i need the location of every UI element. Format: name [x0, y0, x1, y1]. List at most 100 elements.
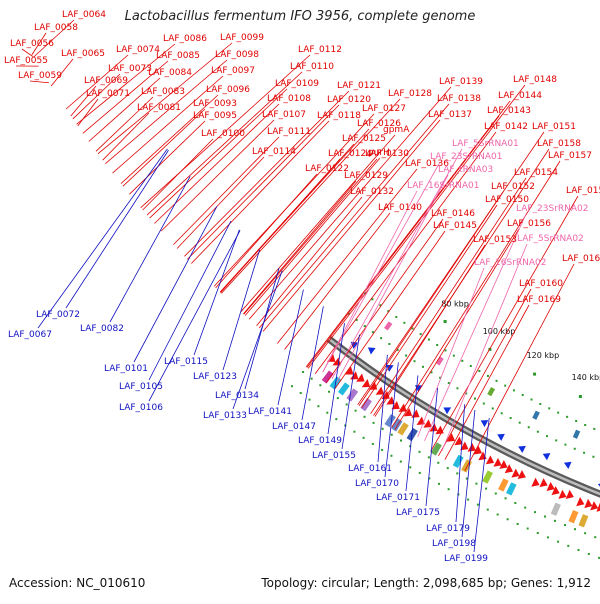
cds-label[interactable]: gpmA — [383, 125, 410, 135]
reverse-label[interactable]: LAF_0101 — [104, 364, 148, 374]
cds-label[interactable]: LAF_0111 — [267, 127, 311, 137]
reverse-label[interactable]: LAF_0155 — [312, 451, 356, 461]
cds-label[interactable]: LAF_0085 — [156, 51, 200, 61]
cds-label[interactable]: LAF_0065 — [61, 49, 105, 59]
guide-dot — [372, 443, 374, 445]
cds-label[interactable]: LAF_0167 — [562, 254, 600, 264]
reverse-label[interactable]: LAF_0105 — [119, 382, 163, 392]
cds-label[interactable]: LAF_0073 — [108, 64, 152, 74]
cds-label[interactable]: LAF_0093 — [193, 99, 237, 109]
cds-label[interactable]: LAF_0143 — [487, 106, 531, 116]
cds-label[interactable]: LAF_0144 — [498, 91, 542, 101]
guide-dot — [513, 389, 515, 391]
cds-label[interactable]: LAF_0145 — [433, 221, 477, 231]
cds-label[interactable]: LAF_0154 — [514, 168, 558, 178]
reverse-label[interactable]: LAF_0141 — [248, 407, 292, 417]
cds-label[interactable]: LAF_0083 — [141, 87, 185, 97]
cds-label[interactable]: LAF_0160 — [519, 279, 563, 289]
cds-label[interactable]: LAF_0098 — [215, 50, 259, 60]
cds-label[interactable]: LAF_0055 — [4, 56, 48, 66]
guide-dot — [419, 472, 421, 474]
cds-label[interactable]: LAF_0099 — [220, 33, 264, 43]
cds-label[interactable]: LAF_0081 — [137, 103, 181, 113]
cds-label[interactable]: LAF_0148 — [513, 75, 557, 85]
reverse-label[interactable]: LAF_0115 — [164, 357, 208, 367]
cds-label[interactable]: LAF_0114 — [252, 147, 296, 157]
reverse-label[interactable]: LAF_0106 — [119, 403, 163, 413]
cds-label[interactable]: LAF_0084 — [148, 68, 192, 78]
cds-label[interactable]: LAF_0152 — [491, 182, 535, 192]
cds-label[interactable]: LAF_0156 — [507, 219, 551, 229]
cds-label[interactable]: LAF_0125 — [342, 134, 386, 144]
cds-label[interactable]: LAF_0169 — [517, 295, 561, 305]
cds-label[interactable]: LAF_0058 — [34, 23, 78, 33]
cds-label[interactable]: LAF_0157 — [548, 151, 592, 161]
cds-label[interactable]: LAF_0074 — [116, 45, 160, 55]
cds-label[interactable]: LAF_0139 — [439, 77, 483, 87]
cds-label[interactable]: LAF_0086 — [163, 34, 207, 44]
cds-label[interactable]: LAF_0140 — [378, 203, 422, 213]
cds-label[interactable]: LAF_0071 — [86, 89, 130, 99]
reverse-label[interactable]: LAF_0072 — [36, 310, 80, 320]
reverse-label[interactable]: LAF_0179 — [426, 524, 470, 534]
cds-label[interactable]: LAF_0096 — [206, 85, 250, 95]
cds-label[interactable]: LAF_0108 — [267, 94, 311, 104]
cds-label[interactable]: LAF_0158 — [537, 139, 581, 149]
reverse-label[interactable]: LAF_0133 — [203, 411, 247, 421]
guide-dot — [437, 462, 439, 464]
cds-label[interactable]: LAF_0142 — [484, 122, 528, 132]
reverse-label[interactable]: LAF_0134 — [215, 391, 259, 401]
cds-label[interactable]: LAF_0130 — [365, 149, 409, 159]
guide-dot — [373, 422, 375, 424]
rna-label[interactable]: LAF_16SrRNA01 — [407, 181, 480, 191]
reverse-label[interactable]: LAF_0171 — [376, 493, 420, 503]
rna-label[interactable]: LAF_23SrRNA02 — [516, 204, 589, 214]
reverse-label[interactable]: LAF_0161 — [348, 464, 392, 474]
reverse-label[interactable]: LAF_0170 — [355, 479, 399, 489]
cds-label[interactable]: LAF_0110 — [290, 62, 334, 72]
cds-label[interactable]: LAF_0100 — [201, 129, 245, 139]
cds-leader-line — [78, 99, 98, 126]
reverse-label[interactable]: LAF_0149 — [298, 436, 342, 446]
cds-label[interactable]: LAF_0137 — [428, 110, 472, 120]
cds-label[interactable]: LAF_0121 — [337, 81, 381, 91]
cds-label[interactable]: LAF_0127 — [362, 104, 406, 114]
rna-label[interactable]: LAF_16SrRNA02 — [474, 258, 547, 268]
cds-label[interactable]: LAF_0132 — [350, 187, 394, 197]
guide-dot — [355, 410, 357, 412]
cds-label[interactable]: LAF_0112 — [298, 45, 342, 55]
cds-label[interactable]: LAF_0097 — [211, 66, 255, 76]
cds-label[interactable]: LAF_0059 — [18, 71, 62, 81]
forward-gene-arrow — [376, 386, 384, 394]
cds-label[interactable]: LAF_0069 — [84, 76, 128, 86]
cds-label[interactable]: LAF_0146 — [431, 209, 475, 219]
cds-label[interactable]: LAF_0095 — [193, 111, 237, 121]
cds-label[interactable]: LAF_0109 — [275, 79, 319, 89]
cds-label[interactable]: LAF_0122 — [305, 164, 349, 174]
cds-label[interactable]: LAF_0118 — [317, 111, 361, 121]
cds-label[interactable]: LAF_0129 — [344, 171, 388, 181]
reverse-label[interactable]: LAF_0123 — [193, 372, 237, 382]
guide-dot — [311, 378, 313, 380]
guide-dot — [428, 456, 430, 458]
cds-label[interactable]: LAF_0153 — [473, 235, 517, 245]
cds-label[interactable]: LAF_0056 — [10, 39, 54, 49]
cds-label[interactable]: LAF_0151 — [532, 122, 576, 132]
genome-title: Lactobacillus fermentum IFO 3956, comple… — [0, 9, 600, 24]
reverse-label[interactable]: LAF_0067 — [8, 330, 52, 340]
cds-label[interactable]: LAF_0159 — [566, 186, 600, 196]
rna-label[interactable]: LAF_5SrRNA02 — [517, 234, 584, 244]
rna-label[interactable]: LAF_tRNA03 — [438, 165, 493, 175]
cds-label[interactable]: LAF_0107 — [262, 110, 306, 120]
rna-label[interactable]: LAF_23SrRNA01 — [430, 152, 503, 162]
reverse-label[interactable]: LAF_0082 — [80, 324, 124, 334]
reverse-label[interactable]: LAF_0199 — [444, 554, 488, 564]
reverse-label[interactable]: LAF_0198 — [432, 539, 476, 549]
rna-label[interactable]: LAF_5SrRNA01 — [452, 139, 519, 149]
cog-block — [506, 482, 517, 495]
reverse-label[interactable]: LAF_0147 — [272, 422, 316, 432]
cds-label[interactable]: LAF_0128 — [388, 89, 432, 99]
guide-dot — [391, 434, 393, 436]
reverse-label[interactable]: LAF_0175 — [396, 508, 440, 518]
cds-label[interactable]: LAF_0138 — [437, 94, 481, 104]
